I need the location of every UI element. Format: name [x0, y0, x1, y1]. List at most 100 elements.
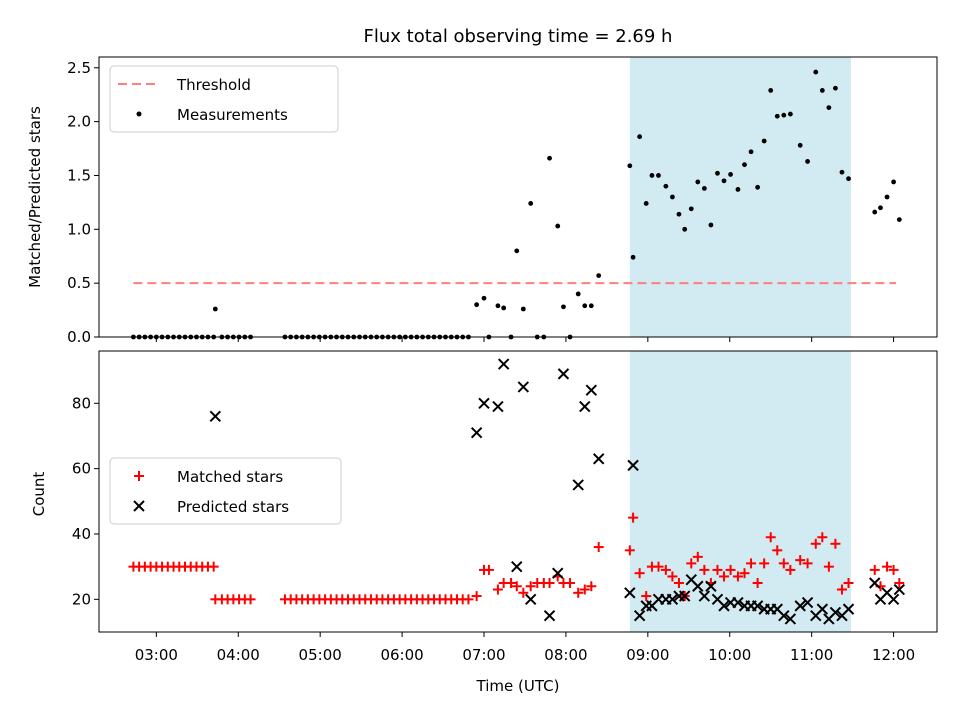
predicted-star-marker	[692, 580, 704, 592]
matched-star-marker	[511, 581, 522, 592]
measurement-point	[575, 291, 581, 297]
count-x-ticks: 03:00 04:00 05:00 06:00 07:00 08:00 09:00 10:00…	[135, 632, 915, 664]
ratio-panel: 0.0 0.5 1.0 1.5 2.0 2.5 Flux total observing …	[26, 26, 938, 346]
measurement-point	[637, 134, 643, 140]
matched-star-marker	[653, 561, 664, 572]
matched-star-marker	[882, 561, 893, 572]
matched-star-marker	[719, 571, 730, 582]
measurement-point	[695, 179, 701, 185]
predicted-star-marker	[524, 593, 537, 606]
legend-threshold-label: Threshold	[176, 76, 251, 94]
legend-measurements-label: Measurements	[177, 106, 288, 124]
ratio-axes-frame	[98, 56, 938, 338]
measurement-point	[676, 211, 682, 217]
count-legend-box	[109, 457, 342, 525]
chart-title: Flux total observing time = 2.69 h	[364, 26, 673, 47]
matched-star-marker	[752, 577, 763, 588]
predicted-star-marker	[794, 600, 806, 612]
predicted-star-marker	[698, 590, 711, 602]
y-tick-label: 80	[72, 394, 91, 412]
measurement-point	[561, 304, 566, 310]
measurement-point	[555, 223, 561, 229]
x-tick-label: 09:00	[626, 646, 669, 664]
predicted-star-marker	[552, 567, 564, 579]
matched-star-marker	[518, 587, 529, 598]
measurement-point	[768, 87, 774, 93]
matched-star-marker	[785, 564, 796, 575]
ratio-y-axis-label: Matched/Predicted stars	[26, 106, 44, 288]
matched-star-marker	[208, 561, 219, 572]
ratio-x-ticks	[155, 337, 895, 342]
matched-star-marker	[765, 532, 776, 543]
measurement-point	[896, 217, 902, 223]
matched-star-marker	[725, 564, 736, 575]
predicted-star-marker	[209, 410, 222, 423]
measurement-point	[755, 184, 761, 190]
y-tick-label: 0.0	[67, 328, 91, 346]
measurement-point	[682, 226, 688, 232]
measurement-point	[805, 159, 810, 164]
matched-star-marker	[245, 594, 256, 605]
x-axis-label: Time (UTC)	[476, 677, 560, 695]
measurement-point	[742, 162, 747, 168]
measurement-point	[481, 295, 487, 301]
matched-star-marker	[506, 577, 517, 588]
measurement-point	[656, 173, 661, 178]
predicted-star-marker	[478, 397, 490, 409]
matched-star-marker	[699, 564, 710, 575]
matched-star-marker	[692, 551, 703, 562]
y-tick-label: 1.5	[67, 166, 91, 184]
measurement-point	[547, 155, 552, 161]
matched-star-marker	[628, 512, 639, 523]
predicted-star-marker	[778, 609, 790, 622]
count-axes-frame	[98, 350, 938, 633]
predicted-star-marker	[497, 358, 510, 370]
y-tick-label: 40	[72, 525, 91, 543]
measurement-point	[649, 173, 655, 178]
measurement-point	[688, 206, 694, 212]
predicted-star-marker	[869, 577, 881, 589]
measurement-point	[884, 194, 890, 200]
legend-matched-label: Matched stars	[177, 468, 283, 486]
measurement-point	[735, 187, 741, 192]
matched-star-marker	[836, 584, 847, 595]
predicted-star-marker	[585, 384, 598, 396]
measurement-point	[501, 305, 507, 311]
predicted-star-marker	[579, 400, 591, 413]
count-y-axis-label: Count	[30, 472, 48, 517]
measurement-point	[761, 138, 767, 144]
predicted-star-marker	[842, 603, 855, 615]
matched-star-marker	[565, 577, 576, 588]
measurement-point	[495, 303, 501, 309]
count-y-ticks: 20 40 60 80	[72, 394, 99, 608]
measurement-point	[872, 209, 878, 215]
matched-star-marker	[869, 564, 880, 575]
matched-star-marker	[778, 558, 789, 569]
matched-star-marker	[759, 558, 770, 569]
measurement-point	[813, 69, 819, 75]
measurement-point	[819, 87, 825, 93]
matched-star-marker	[830, 538, 841, 549]
matched-star-marker	[810, 538, 821, 549]
matched-star-marker	[894, 577, 905, 588]
measurement-point	[670, 194, 675, 200]
matched-star-marker	[634, 568, 645, 579]
matched-star-marker	[795, 555, 806, 566]
legend-measurements-swatch	[136, 111, 142, 117]
x-tick-label: 05:00	[299, 646, 342, 664]
measurement-point	[630, 254, 636, 260]
measurement-point	[514, 248, 520, 254]
measurement-point	[715, 170, 720, 176]
measurement-point	[721, 178, 727, 184]
measurement-point	[728, 171, 733, 177]
measurement-point	[474, 302, 480, 308]
matched-star-marker	[823, 561, 834, 572]
measurement-point	[839, 169, 845, 175]
matched-star-marker	[667, 571, 678, 582]
matched-star-marker	[660, 564, 671, 575]
measurement-point	[826, 105, 832, 111]
legend-cross-marker	[133, 500, 145, 512]
predicted-star-marker	[592, 453, 605, 465]
measurement-point	[891, 179, 896, 185]
